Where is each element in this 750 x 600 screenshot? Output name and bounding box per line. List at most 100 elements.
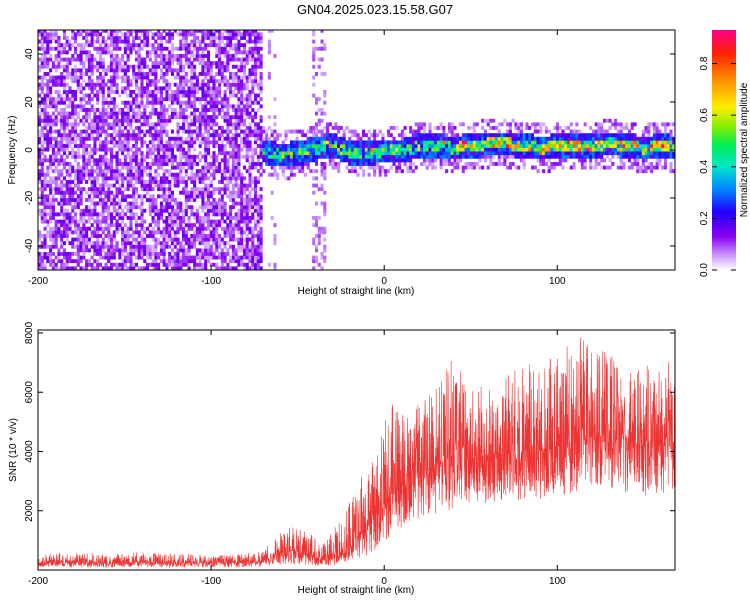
spectrogram-cell (254, 93, 258, 98)
spectrogram-cell (184, 136, 188, 141)
spectrogram-cell (201, 262, 205, 267)
spectrogram-cell (140, 115, 144, 120)
spectrogram-cell (237, 32, 241, 37)
spectrogram-cell (256, 158, 260, 163)
spectrogram-cell (240, 136, 244, 141)
spectrogram-cell (420, 126, 424, 130)
spectrogram-cell (475, 140, 479, 145)
spectrogram-cell (137, 75, 141, 80)
spectrogram-cell (242, 75, 247, 80)
spectrogram-cell (290, 144, 294, 148)
spectrogram-cell (57, 172, 61, 177)
spectrogram-cell (320, 72, 324, 76)
spectrogram-cell (345, 151, 349, 156)
spectrogram-cell (425, 158, 429, 163)
spectrogram-cell (98, 86, 102, 91)
spectrogram-cell (96, 93, 100, 98)
spectrogram-cell (60, 266, 64, 270)
spectrogram-cell (54, 68, 58, 73)
spectrogram-cell (143, 241, 147, 246)
spectrogram-cell (309, 169, 313, 174)
spectrogram-cell (204, 255, 208, 260)
spectrogram-cell (132, 129, 136, 134)
spectrogram-cell (74, 46, 78, 51)
spectrogram-cell (348, 136, 352, 141)
spectrogram-cell (46, 57, 50, 62)
spectrogram-cell (126, 180, 130, 184)
spectrogram-cell (417, 126, 421, 130)
spectrogram-cell (506, 165, 510, 170)
spectrogram-cell (104, 140, 108, 145)
spectrogram-cell (57, 147, 61, 152)
spectrogram-cell (104, 72, 108, 76)
spectrogram-cell (259, 115, 263, 120)
spectrogram-cell (442, 162, 446, 166)
spectrogram-cell (226, 262, 230, 267)
spectrogram-cell (43, 226, 47, 231)
spectrogram-cell (176, 140, 180, 145)
spectrogram-cell (212, 144, 216, 148)
spectrogram-cell (46, 223, 50, 228)
spectrogram-cell (326, 151, 330, 156)
spectrogram-cell (209, 219, 213, 224)
spectrogram-cell (184, 129, 188, 134)
spectrogram-cell (107, 64, 111, 69)
spectrogram-cell (38, 140, 42, 145)
spectrogram-cell (494, 136, 499, 141)
spectrogram-cell (229, 39, 233, 44)
spectrogram-cell (157, 111, 161, 116)
spectrogram-cell (317, 147, 321, 152)
spectrogram-cell (157, 64, 161, 69)
spectrogram-cell (43, 46, 47, 51)
spectrogram-cell (483, 129, 487, 134)
spectrogram-cell (215, 104, 219, 109)
spectrogram-cell (262, 144, 266, 148)
spectrogram-cell (65, 198, 69, 202)
spectrogram-cell (159, 165, 163, 170)
spectrogram-cell (68, 194, 72, 199)
spectrogram-cell (439, 151, 443, 156)
spectrogram-cell (323, 144, 327, 148)
spectrogram-cell (71, 169, 75, 174)
spectrogram-cell (362, 144, 366, 148)
spectrogram-cell (143, 36, 147, 40)
spectrogram-cell (251, 230, 255, 235)
spectrogram-cell (68, 39, 72, 44)
spectrogram-cell (134, 64, 138, 69)
spectrogram-cell (170, 90, 175, 94)
spectrogram-cell (386, 129, 391, 134)
spectrogram-cell (146, 97, 150, 102)
spectrogram-cell (129, 50, 133, 55)
spectrogram-cell (458, 147, 463, 152)
spectrogram-cell (129, 201, 133, 206)
spectrogram-cell (60, 223, 64, 228)
spectrogram-cell (90, 187, 94, 192)
spectrogram-cell (137, 118, 141, 123)
spectrogram-cell (112, 115, 116, 120)
spectrogram-cell (170, 111, 175, 116)
spectrogram-cell (237, 248, 241, 253)
spectrogram-cell (157, 129, 161, 134)
spectrogram-cell (82, 219, 86, 224)
spectrogram-cell (375, 144, 379, 148)
spectrogram-cell (179, 43, 183, 48)
spectrogram-cell (312, 140, 316, 145)
spectrogram-cell (112, 144, 116, 148)
spectrogram-cell (101, 147, 105, 152)
spectrogram-cell (79, 169, 83, 174)
spectrogram-cell (240, 104, 244, 109)
spectrogram-cell (273, 165, 277, 170)
spectrogram-cell (248, 126, 252, 130)
spectrogram-cell (65, 97, 69, 102)
spectrogram-cell (326, 144, 330, 148)
spectrogram-cell (320, 255, 324, 260)
spectrogram-cell (43, 82, 47, 87)
spectrogram-cell (165, 162, 169, 166)
spectrogram-cell (334, 147, 338, 152)
spectrogram-cell (323, 208, 327, 213)
spectrogram-cell (201, 226, 205, 231)
spectrogram-cell (157, 43, 161, 48)
spectrogram-cell (245, 255, 249, 260)
spectrogram-cell (101, 50, 105, 55)
spectrogram-cell (204, 183, 208, 188)
